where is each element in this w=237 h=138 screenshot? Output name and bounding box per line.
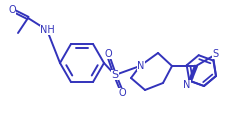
- Text: N: N: [183, 80, 191, 90]
- Text: N: N: [137, 61, 145, 71]
- Text: O: O: [118, 88, 126, 98]
- Text: S: S: [111, 70, 118, 80]
- Text: S: S: [212, 49, 218, 59]
- Text: NH: NH: [40, 25, 54, 35]
- Text: O: O: [104, 49, 112, 59]
- Text: O: O: [8, 5, 16, 15]
